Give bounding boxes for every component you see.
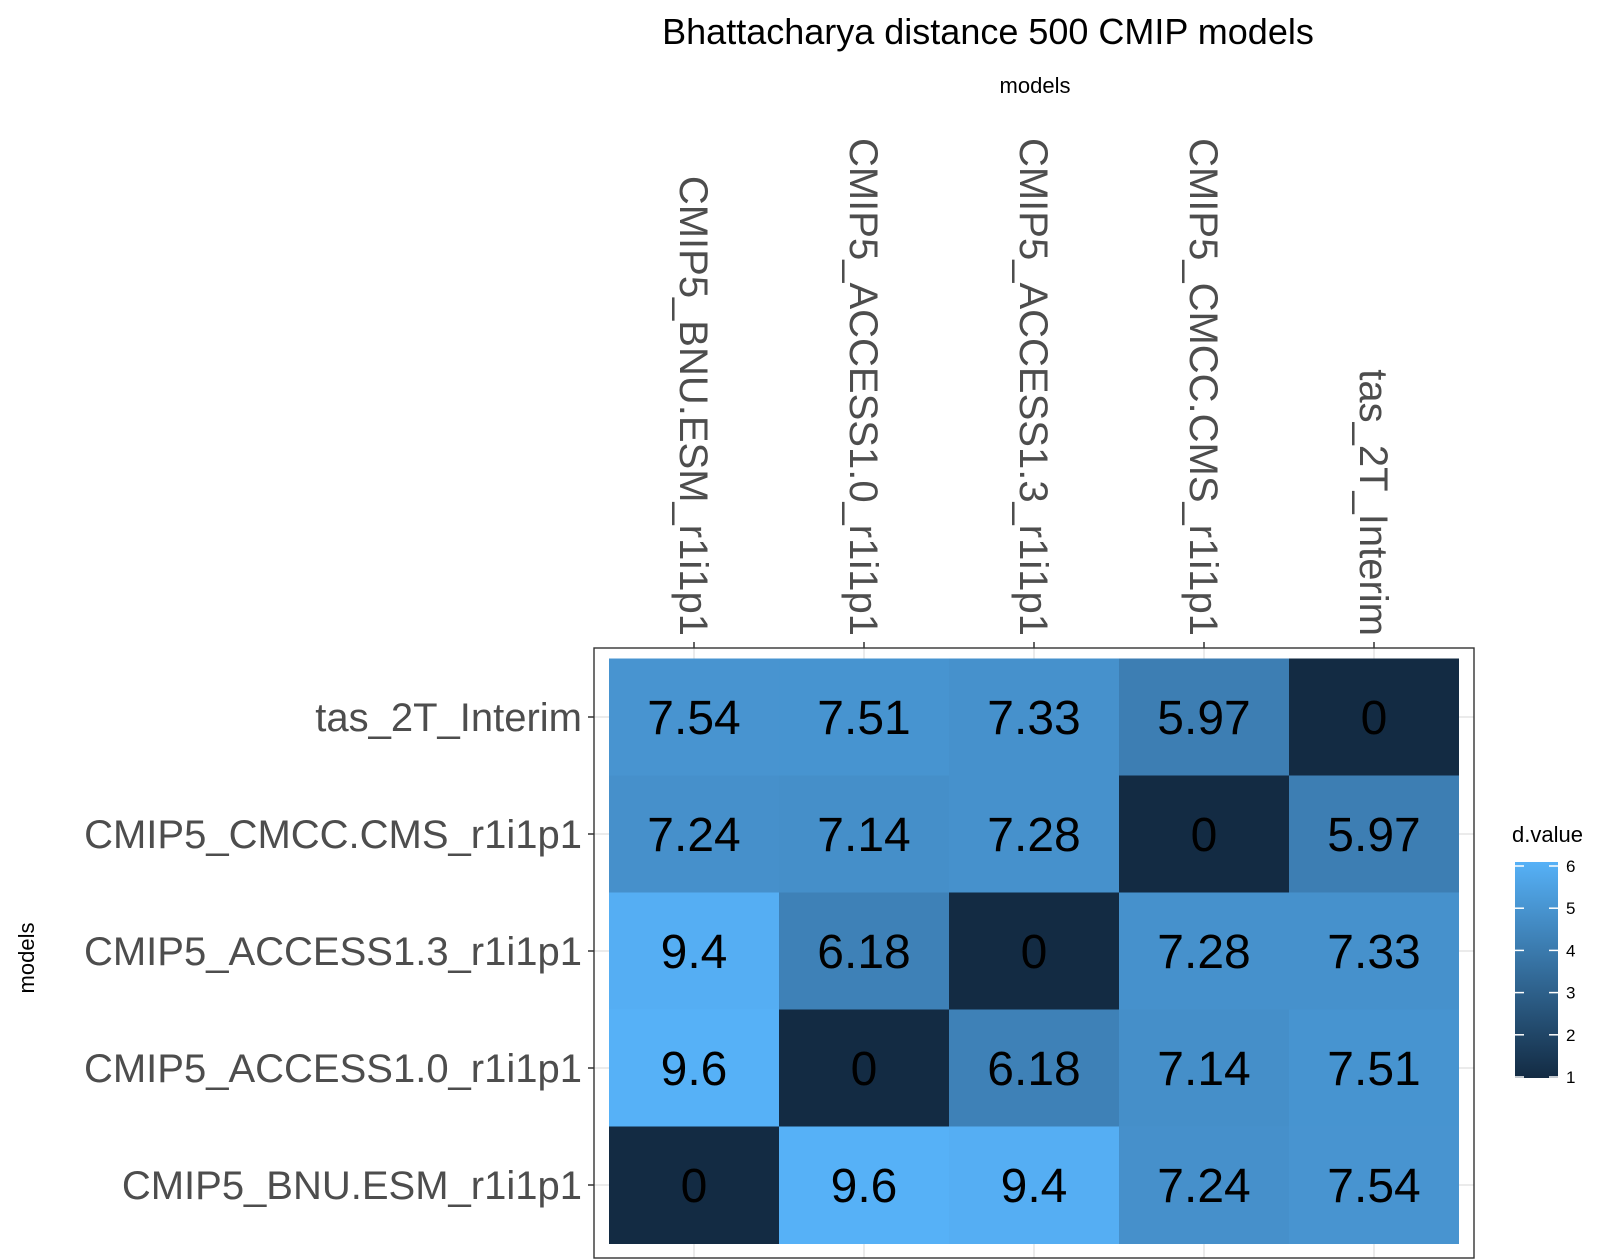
cell-value-label: 9.4	[661, 926, 728, 979]
heatmap-tile	[779, 1009, 949, 1127]
cell-value-label: 0	[1361, 692, 1388, 745]
y-tick-label: CMIP5_BNU.ESM_r1i1p1	[122, 1164, 582, 1208]
heatmap-tile	[779, 1126, 949, 1244]
cell-value-label: 7.33	[987, 692, 1080, 745]
cell-value-label: 0	[1191, 809, 1218, 862]
x-axis-title: models	[1000, 73, 1071, 98]
heatmap-tile	[1119, 658, 1289, 776]
cell-value-label: 7.51	[817, 692, 910, 745]
legend-tick-label: 5	[1566, 899, 1575, 918]
y-axis-ticks: tas_2T_Interim CMIP5_CMCC.CMS_r1i1p1 CMIP5…	[84, 696, 594, 1208]
x-tick-label: CMIP5_CMCC.CMS_r1i1p1	[1181, 138, 1225, 636]
cell-value-label: 7.33	[1327, 926, 1420, 979]
heatmap-tile	[949, 892, 1119, 1010]
x-tick-label: CMIP5_BNU.ESM_r1i1p1	[671, 176, 715, 636]
heatmap-tile	[1289, 1009, 1459, 1127]
heatmap-tile	[949, 1126, 1119, 1244]
heatmap-tile	[609, 775, 779, 893]
heatmap-tile	[1289, 775, 1459, 893]
cell-value-label: 6.18	[817, 926, 910, 979]
cell-value-label: 7.54	[647, 692, 740, 745]
cell-value-label: 6.18	[987, 1043, 1080, 1096]
cell-value-label: 9.4	[1001, 1160, 1068, 1213]
cell-value-label: 0	[681, 1160, 708, 1213]
heatmap-tile	[609, 1126, 779, 1244]
heatmap-tile	[1289, 892, 1459, 1010]
color-legend: d.value 1 2 3 4 5 6	[1512, 822, 1583, 1087]
x-axis-ticks: CMIP5_BNU.ESM_r1i1p1 CMIP5_ACCESS1.0_r1i1…	[671, 138, 1395, 648]
legend-tick-label: 3	[1566, 984, 1575, 1003]
legend-ticks: 1 2 3 4 5 6	[1515, 857, 1575, 1087]
heatmap-tile	[1119, 1126, 1289, 1244]
chart-title: Bhattacharya distance 500 CMIP models	[662, 11, 1314, 52]
cell-value-label: 7.24	[647, 809, 740, 862]
heatmap-tile	[1119, 1009, 1289, 1127]
x-tick-label: CMIP5_ACCESS1.0_r1i1p1	[841, 138, 885, 636]
cell-value-label: 9.6	[831, 1160, 898, 1213]
heatmap-tile	[949, 775, 1119, 893]
cell-value-label: 7.54	[1327, 1160, 1420, 1213]
cell-value-label: 7.28	[1157, 926, 1250, 979]
heatmap-tile	[1289, 1126, 1459, 1244]
cell-value-label: 7.14	[1157, 1043, 1250, 1096]
legend-colorbar	[1515, 862, 1558, 1078]
heatmap-tile	[1289, 658, 1459, 776]
heatmap-tile	[609, 1009, 779, 1127]
cell-value-label: 0	[851, 1043, 878, 1096]
y-tick-label: CMIP5_ACCESS1.0_r1i1p1	[84, 1047, 582, 1091]
legend-tick-label: 4	[1566, 941, 1575, 960]
heatmap-tile	[1119, 892, 1289, 1010]
heatmap-tile	[609, 658, 779, 776]
heatmap-tile	[779, 658, 949, 776]
legend-tick-label: 6	[1566, 857, 1575, 876]
heatmap-tile	[949, 1009, 1119, 1127]
cell-value-label: 7.14	[817, 809, 910, 862]
cell-value-label: 7.24	[1157, 1160, 1250, 1213]
heatmap-tile	[1119, 775, 1289, 893]
cell-value-label: 0	[1021, 926, 1048, 979]
cell-value-label: 5.97	[1157, 692, 1250, 745]
y-tick-label: CMIP5_ACCESS1.3_r1i1p1	[84, 930, 582, 974]
cell-labels: 7.54 7.51 7.33 5.97 0 7.24 7.14 7.28 0 5.97 9.4 6.1…	[647, 692, 1420, 1213]
legend-tick-label: 1	[1566, 1068, 1575, 1087]
heatmap-tile	[949, 658, 1119, 776]
heatmap-tile	[779, 775, 949, 893]
heatmap-tile	[609, 892, 779, 1010]
x-tick-label: tas_2T_Interim	[1351, 369, 1395, 636]
y-axis-title: models	[14, 923, 39, 994]
cell-value-label: 7.28	[987, 809, 1080, 862]
cell-value-label: 7.51	[1327, 1043, 1420, 1096]
y-tick-label: tas_2T_Interim	[315, 696, 582, 740]
legend-tick-label: 2	[1566, 1026, 1575, 1045]
heatmap-tiles	[609, 658, 1459, 1244]
cell-value-label: 9.6	[661, 1043, 728, 1096]
heatmap-tile	[779, 892, 949, 1010]
y-tick-label: CMIP5_CMCC.CMS_r1i1p1	[84, 813, 582, 857]
legend-title: d.value	[1512, 822, 1583, 847]
x-tick-label: CMIP5_ACCESS1.3_r1i1p1	[1011, 138, 1055, 636]
cell-value-label: 5.97	[1327, 809, 1420, 862]
